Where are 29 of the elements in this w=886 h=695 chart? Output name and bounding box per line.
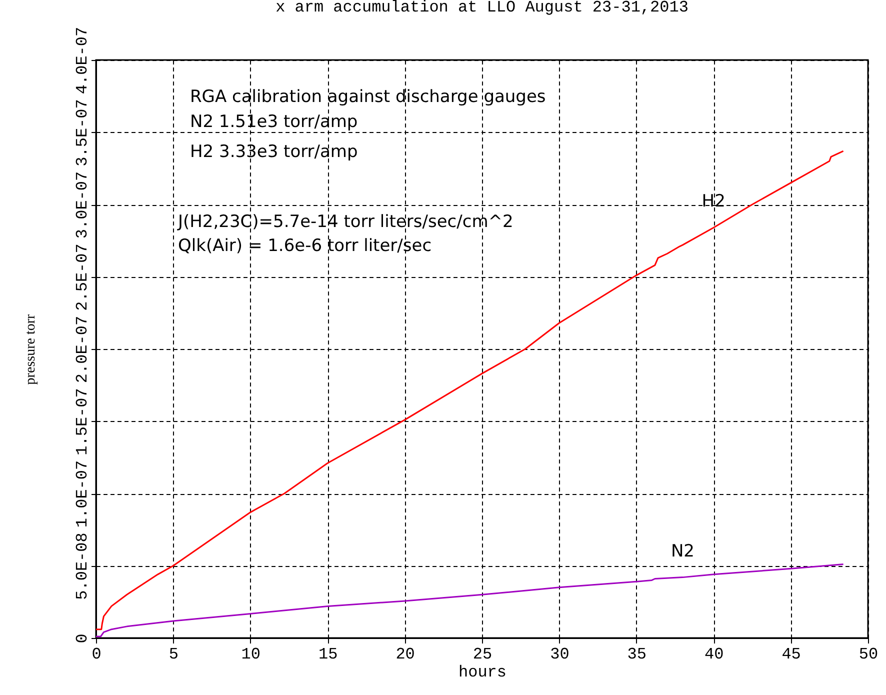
- y-tick-label: 5.0E-08: [74, 532, 92, 600]
- y-tick-label: 2.5E-07: [74, 244, 92, 311]
- x-tick-label: 45: [782, 646, 801, 664]
- annotation: Qlk(Air) = 1.6e-6 torr liter/sec: [178, 236, 432, 256]
- x-tick-label: 10: [241, 646, 260, 664]
- y-tick-label: 0: [74, 634, 92, 644]
- chart-title: x arm accumulation at LLO August 23-31,2013: [276, 0, 688, 16]
- annotation: H2 3.33e3 torr/amp: [190, 142, 358, 162]
- y-tick-label: 3.5E-07: [74, 99, 92, 166]
- y-tick-label: 3.0E-07: [74, 171, 92, 239]
- x-tick-label: 35: [627, 646, 646, 664]
- x-tick-label: 25: [472, 646, 492, 664]
- line-series: [95, 564, 844, 638]
- x-tick-label: 40: [704, 646, 724, 664]
- x-tick-label: 5: [168, 646, 179, 664]
- series-label: N2: [670, 541, 694, 562]
- x-tick-label: 20: [396, 646, 415, 664]
- x-tick-label: 30: [550, 646, 570, 664]
- annotation: N2 1.51e3 torr/amp: [190, 112, 358, 132]
- annotation: RGA calibration against discharge gauges: [190, 87, 546, 107]
- x-tick-label: 50: [858, 646, 878, 664]
- y-tick-label: 4.0E-07: [74, 26, 92, 94]
- x-tick-label: 15: [318, 646, 338, 664]
- y-tick-label: 2.0E-07: [74, 316, 92, 384]
- y-tick-label: 1.5E-07: [74, 388, 92, 456]
- x-axis-title: hours: [458, 664, 507, 682]
- annotation: J(H2,23C)=5.7e-14 torr liters/sec/cm^2: [177, 212, 514, 232]
- y-tick-label: 1.0E-07: [74, 460, 92, 528]
- y-axis-title: pressure torr: [24, 314, 38, 385]
